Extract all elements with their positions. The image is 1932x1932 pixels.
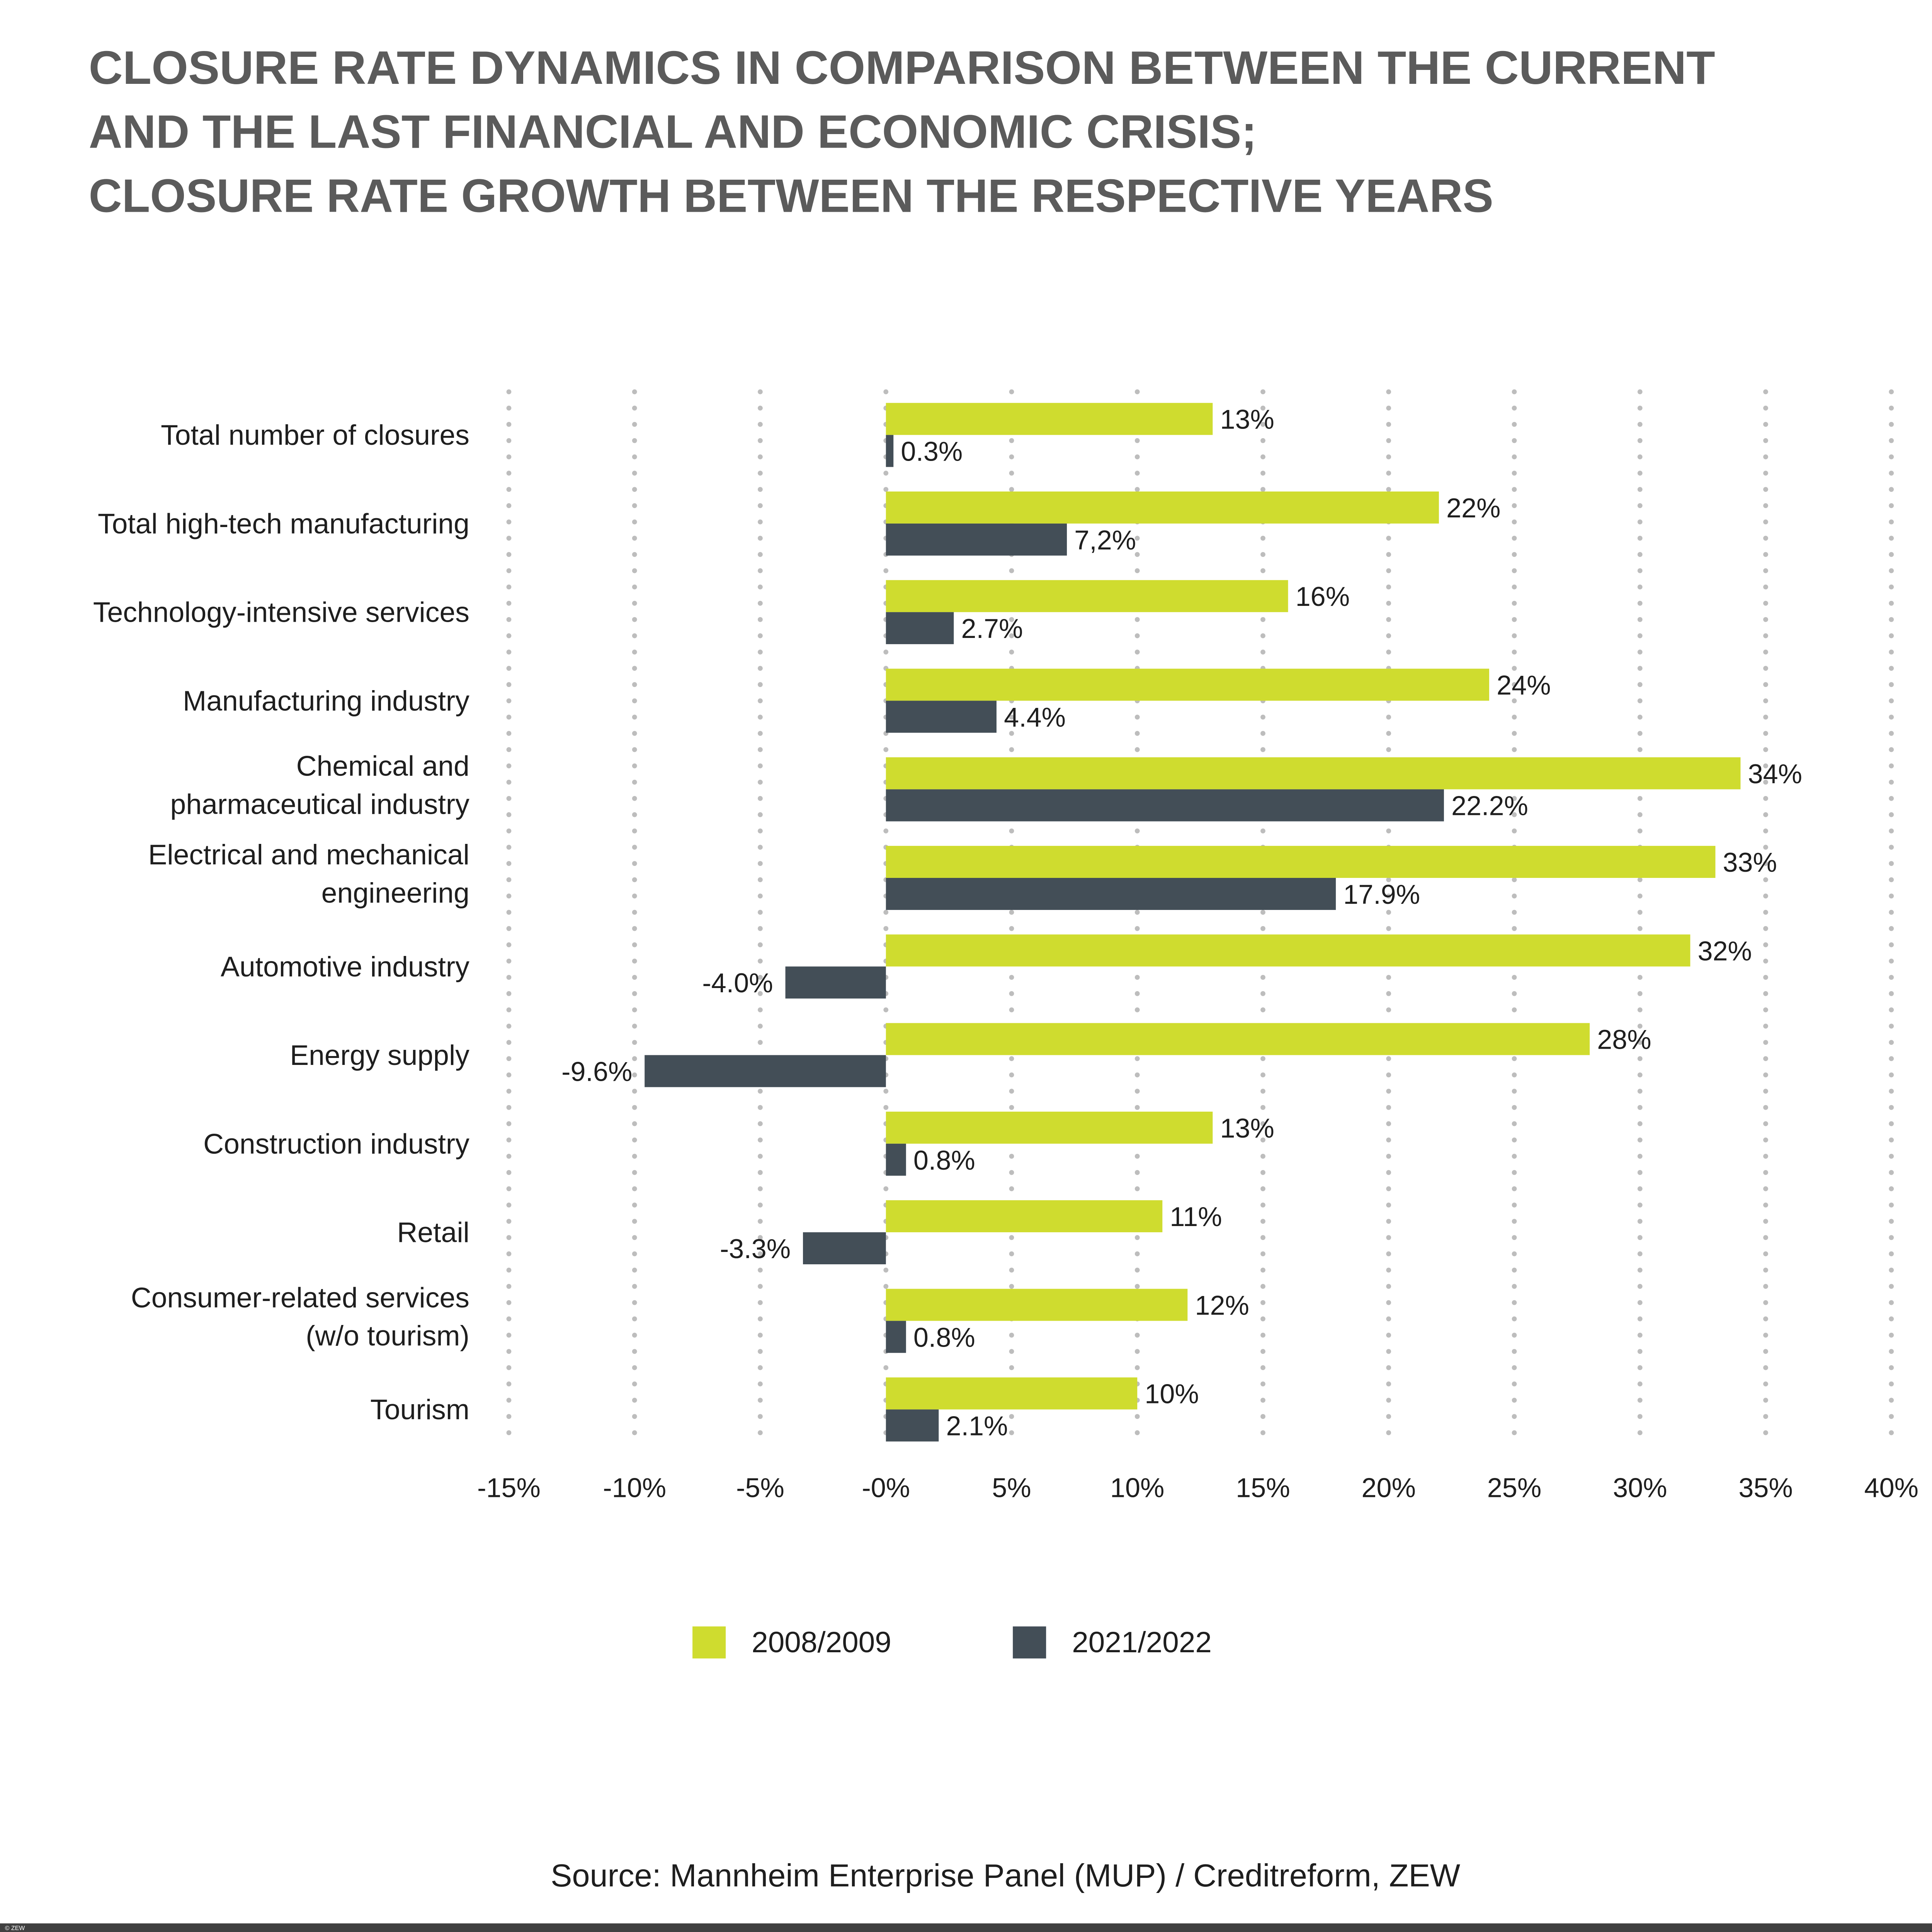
data-label: 0.8% (913, 1145, 975, 1175)
data-label: 0.8% (913, 1322, 975, 1352)
data-label: 17.9% (1343, 879, 1420, 910)
bar-2021-2022 (886, 1409, 939, 1442)
bar-2008-2009 (886, 1200, 1163, 1233)
bar-2008-2009 (886, 1289, 1188, 1321)
data-label: 0.3% (901, 436, 963, 467)
chart-title: CLOSURE RATE DYNAMICS IN COMPARISON BETW… (89, 41, 1715, 222)
bar-2008-2009 (886, 1111, 1213, 1144)
category-label: Manufacturing industry (183, 685, 469, 717)
bar-2008-2009 (886, 580, 1288, 612)
data-label: 22.2% (1451, 791, 1528, 821)
data-label: 2.1% (946, 1411, 1008, 1441)
category-labels: Total number of closures Total high-tech … (93, 419, 469, 1425)
title-line-2: AND THE LAST FINANCIAL AND ECONOMIC CRIS… (89, 105, 1257, 158)
copyright: © ZEW (5, 1925, 25, 1932)
title-line-3: CLOSURE RATE GROWTH BETWEEN THE RESPECTI… (89, 169, 1493, 222)
bar-2008-2009 (886, 757, 1741, 789)
bar-2021-2022 (886, 1143, 906, 1176)
source-note: Source: Mannheim Enterprise Panel (MUP) … (551, 1857, 1460, 1893)
x-tick-label: 20% (1362, 1472, 1416, 1503)
category-label: Technology-intensive services (93, 597, 469, 628)
data-label: 7,2% (1074, 525, 1136, 555)
category-label: Consumer-related services (131, 1282, 469, 1313)
data-label: 16% (1296, 581, 1350, 612)
category-label: Automotive industry (221, 951, 469, 983)
bar-2008-2009 (886, 846, 1716, 878)
bar-2021-2022 (785, 966, 886, 999)
category-label: Retail (397, 1217, 469, 1248)
bar-2021-2022 (886, 435, 894, 467)
data-label: -9.6% (561, 1056, 632, 1087)
legend-label-2021-2022: 2021/2022 (1072, 1626, 1212, 1659)
bar-2008-2009 (886, 1377, 1138, 1410)
data-label: 32% (1697, 935, 1752, 966)
data-label: 22% (1446, 493, 1500, 523)
legend-swatch-2021-2022 (1013, 1626, 1046, 1659)
x-tick-label: 30% (1613, 1472, 1667, 1503)
data-label: 12% (1195, 1290, 1249, 1320)
x-tick-label: 15% (1236, 1472, 1290, 1503)
x-tick-label: -10% (603, 1472, 666, 1503)
bar-2008-2009 (886, 668, 1489, 701)
legend-label-2008-2009: 2008/2009 (752, 1626, 891, 1659)
bar-2021-2022 (886, 612, 954, 645)
data-label: -3.3% (720, 1233, 791, 1264)
x-tick-label: 25% (1487, 1472, 1541, 1503)
data-label: 13% (1220, 1113, 1274, 1143)
data-label: 4.4% (1004, 702, 1066, 732)
category-label: Tourism (370, 1394, 469, 1425)
x-tick-label: -0% (862, 1472, 910, 1503)
category-label: Total number of closures (161, 419, 469, 451)
category-label: Electrical and mechanical (148, 839, 469, 871)
category-label: Construction industry (203, 1128, 469, 1160)
x-tick-label: 35% (1738, 1472, 1793, 1503)
bar-2021-2022 (886, 789, 1444, 821)
data-label: 24% (1497, 670, 1551, 701)
category-label: (w/o tourism) (306, 1320, 469, 1352)
category-label: engineering (321, 877, 469, 909)
bar-2021-2022 (886, 1321, 906, 1353)
data-label: 33% (1723, 847, 1777, 878)
data-label: 11% (1170, 1201, 1222, 1232)
x-tick-label: 40% (1864, 1472, 1918, 1503)
x-tick-label: 10% (1110, 1472, 1164, 1503)
category-label: Total high-tech manufacturing (98, 508, 469, 539)
bar-2008-2009 (886, 403, 1213, 435)
bar-2021-2022 (886, 878, 1336, 910)
bar-2008-2009 (886, 1023, 1590, 1055)
data-label: 34% (1748, 759, 1802, 789)
category-label: Energy supply (290, 1039, 469, 1071)
data-label: 2.7% (961, 613, 1023, 644)
bar-2021-2022 (803, 1232, 886, 1265)
x-tick-label: -5% (736, 1472, 784, 1503)
bar-2021-2022 (886, 523, 1067, 556)
x-axis-ticks: -15% -10% -5% -0% 5% 10% 15% 20% 25% 30% 35% 40% (477, 1472, 1918, 1503)
gridlines (506, 389, 1894, 1447)
data-label: 28% (1597, 1024, 1651, 1055)
title-line-1: CLOSURE RATE DYNAMICS IN COMPARISON BETW… (89, 41, 1715, 94)
category-label: Chemical and (296, 750, 469, 782)
bar-2021-2022 (886, 701, 997, 733)
x-tick-label: 5% (992, 1472, 1031, 1503)
footer-bar (0, 1923, 1932, 1932)
bars: 13% 0.3% 22% 7,2% 16% 2.7% 24% 4.4% 34% 22.2% 33% 1… (561, 403, 1802, 1442)
data-label: 10% (1145, 1379, 1199, 1409)
bar-2021-2022 (645, 1055, 886, 1087)
bar-2008-2009 (886, 492, 1439, 524)
legend: 2008/2009 2021/2022 (692, 1626, 1212, 1659)
data-label: -4.0% (702, 968, 773, 998)
x-tick-label: -15% (477, 1472, 541, 1503)
category-label: pharmaceutical industry (170, 789, 470, 820)
bar-2008-2009 (886, 934, 1690, 967)
legend-swatch-2008-2009 (692, 1626, 726, 1659)
data-label: 13% (1220, 404, 1274, 435)
